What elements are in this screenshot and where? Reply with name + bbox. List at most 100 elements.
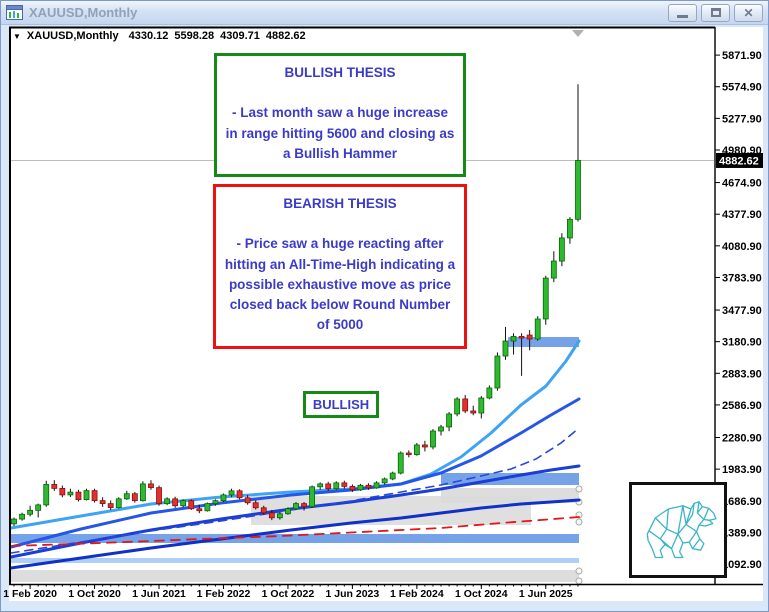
object-handle[interactable] (575, 485, 583, 493)
bull-candle (486, 387, 493, 399)
info-close: 4882.62 (265, 30, 306, 42)
bear-candle (349, 485, 356, 491)
bear-candle (260, 507, 267, 514)
bull-candle (220, 494, 227, 502)
bullish-label-box[interactable]: BULLISH (303, 391, 379, 418)
close-button[interactable]: ✕ (734, 3, 763, 22)
bullish-label-text: BULLISH (312, 397, 370, 412)
y-axis-label: 5277.90 (722, 113, 762, 125)
bullish-thesis-box[interactable]: BULLISH THESIS - Last month saw a huge i… (214, 53, 466, 177)
y-axis-label: 5574.90 (722, 82, 762, 94)
bullish-thesis-title: BULLISH THESIS (284, 65, 396, 80)
bear-candle (59, 487, 66, 496)
x-axis-label: 1 Oct 2020 (68, 588, 121, 600)
bear-candle (526, 334, 533, 340)
bear-candle (75, 491, 82, 500)
object-handle[interactable] (575, 518, 583, 526)
x-axis-label: 1 Feb 2024 (390, 588, 444, 600)
bull-candle (567, 218, 573, 239)
bear-candle (422, 444, 428, 448)
bull-candle (413, 444, 420, 456)
bear-candle (268, 512, 275, 519)
bear-logo-box[interactable] (629, 482, 727, 578)
bull-candle (164, 498, 170, 505)
x-axis-label: 1 Oct 2024 (455, 588, 508, 600)
x-axis-label: 1 Jun 2025 (519, 588, 573, 600)
bull-candle (35, 504, 42, 511)
bull-candle (27, 509, 34, 515)
bull-candle (43, 484, 50, 506)
y-axis-label: 3783.90 (722, 272, 762, 284)
price-tag (716, 152, 763, 168)
y-axis-label: 4377.90 (722, 209, 762, 221)
y-axis-label: 3180.90 (722, 337, 762, 349)
symbol-dropdown-caret-icon[interactable]: ▼ (13, 31, 21, 41)
y-axis-label: 3477.90 (722, 305, 762, 317)
restore-button[interactable] (701, 3, 730, 22)
object-handle[interactable] (575, 577, 583, 585)
gray-zone-bottom[interactable] (11, 570, 579, 582)
bear-candle (91, 490, 98, 502)
bull-candle (397, 452, 404, 474)
bear-candle (156, 487, 162, 505)
y-axis-label: 1389.90 (722, 527, 762, 539)
bull-candle (180, 500, 187, 507)
bear-candle (236, 490, 243, 499)
bear-candle (51, 484, 58, 489)
bear-candle (325, 483, 332, 490)
bear-candle (518, 336, 525, 339)
bull-candle (228, 490, 235, 496)
bear-candle (107, 503, 114, 508)
bull-candle (389, 472, 396, 480)
blue-zone-mid[interactable] (441, 473, 579, 485)
bull-candle (11, 518, 17, 525)
bull-candle (317, 483, 324, 488)
bull-candle (19, 513, 25, 520)
y-axis-label: 2586.90 (722, 400, 762, 412)
lightblue-zone-bottom[interactable] (11, 558, 579, 563)
y-axis-label: 2883.90 (722, 368, 762, 380)
bearish-thesis-body: - Price saw a huge reacting after hittin… (224, 236, 456, 333)
close-icon: ✕ (743, 5, 754, 20)
bull-candle (494, 355, 501, 389)
x-axis-label: 1 Jun 2021 (132, 588, 186, 600)
bear-candle (99, 500, 106, 505)
minimize-button[interactable] (668, 3, 697, 22)
bullish-thesis-body: - Last month saw a huge increase in rang… (225, 105, 455, 161)
bull-candle (542, 277, 549, 320)
bull-candle (309, 486, 316, 508)
chart-info-bar: ▼ XAUUSD,Monthly 4330.12 5598.28 4309.71… (13, 30, 312, 42)
bear-candle (148, 483, 154, 489)
x-axis-label: 1 Jun 2023 (326, 588, 380, 600)
window-title: XAUUSD,Monthly (29, 5, 138, 20)
bull-candle (293, 503, 299, 510)
blue-zone-low[interactable] (11, 534, 579, 543)
y-axis-label: 4674.90 (722, 178, 762, 190)
bull-candle (575, 160, 581, 220)
chart-window-icon (6, 5, 23, 20)
bear-candle (470, 410, 477, 414)
bear-candle (365, 484, 372, 489)
bull-candle (285, 508, 291, 515)
y-axis-label: 2280.90 (722, 433, 762, 445)
x-axis-label: 1 Feb 2022 (197, 588, 251, 600)
object-handle[interactable] (575, 567, 583, 575)
bear-candle (341, 482, 348, 487)
bull-candle (67, 491, 74, 496)
price-tag-value: 4882.62 (719, 155, 759, 167)
bull-candle (446, 413, 452, 428)
minimize-icon (677, 14, 688, 18)
blue-zone-top[interactable] (508, 337, 579, 347)
bear-candle (131, 493, 138, 502)
bearish-thesis-title: BEARISH THESIS (283, 196, 397, 211)
y-axis-label: 5871.90 (722, 50, 762, 62)
bull-candle (83, 490, 90, 500)
bull-candle (550, 260, 557, 279)
bull-candle (357, 484, 364, 491)
bearish-thesis-box[interactable]: BEARISH THESIS - Price saw a huge reacti… (213, 184, 467, 349)
gray-zone-right[interactable] (441, 488, 579, 503)
bull-candle (478, 397, 485, 414)
title-bar[interactable]: XAUUSD,Monthly ✕ (1, 1, 768, 25)
triangle-down-marker (572, 30, 584, 37)
